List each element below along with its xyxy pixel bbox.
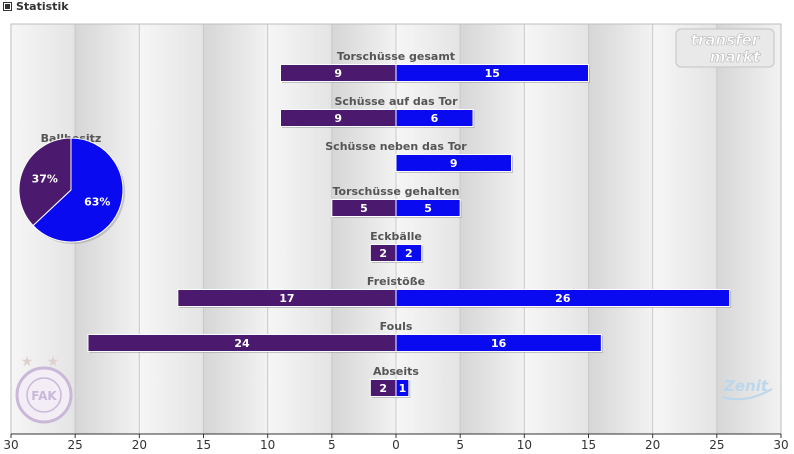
grid-stripe [460,24,525,434]
category-label: Abseits [373,365,419,378]
grid-stripe [716,24,781,434]
x-tick-label: 15 [581,438,596,452]
category-label: Fouls [380,320,413,333]
grid-stripe [524,24,589,434]
away-bar [395,244,423,262]
x-tick-label: 25 [68,438,83,452]
away-bar [395,289,731,307]
x-tick-label: 0 [392,438,400,452]
x-axis: 30 25 20 15 10 5 0 5 10 15 20 25 30 [3,433,789,452]
x-tick-label: 30 [773,438,788,452]
away-value-label: 1 [399,382,407,395]
home-value-label: 9 [334,112,342,125]
home-value-label: 9 [334,67,342,80]
category-label: Torschüsse gehalten [332,185,459,198]
away-value-label: 15 [485,67,500,80]
watermark-line2: markt [710,48,761,66]
section-title: Statistik [16,0,69,13]
possession-pie: Ballbesitz37%63% [18,132,125,244]
home-logo-icon [15,366,73,424]
star-icon: ★ [21,354,34,370]
home-logo-ring [26,377,62,413]
stats-header: Statistik [3,0,69,13]
home-value-label: 2 [379,382,387,395]
home-value-label: 2 [379,247,387,260]
category-label: Eckbälle [370,230,422,243]
x-tick-label: 20 [645,438,660,452]
away-bar [395,154,512,172]
x-tick-label: 10 [517,438,532,452]
x-tick-label: 10 [260,438,275,452]
away-value-label: 16 [491,337,507,350]
category-label: Torschüsse gesamt [337,50,455,63]
watermark-box [675,28,775,68]
grid-stripe [267,24,332,434]
pie-slice-label: 37% [32,173,58,186]
x-tick-label: 15 [196,438,211,452]
x-tick-label: 20 [132,438,147,452]
x-tick-label: 25 [709,438,724,452]
grid-stripe [588,24,653,434]
away-bar [395,199,461,217]
away-bar [395,64,589,82]
watermark-line1: transfer [691,31,761,49]
away-bar [395,334,602,352]
away-bar [395,379,410,397]
home-value-label: 5 [360,202,368,215]
away-value-label: 5 [424,202,432,215]
star-icon: ★ [47,354,60,370]
category-label: Schüsse auf das Tor [334,95,458,108]
category-label: Freistöße [367,275,425,288]
home-value-label: 17 [279,292,294,305]
home-value-label: 24 [234,337,250,350]
grid-stripe [203,24,268,434]
x-tick-label: 5 [456,438,464,452]
x-tick-label: 30 [3,438,18,452]
pie-slice-label: 63% [84,195,110,208]
grid-stripe [331,24,396,434]
away-value-label: 6 [431,112,439,125]
category-label: Schüsse neben das Tor [325,140,467,153]
section-toggle-icon[interactable] [3,1,12,11]
away-value-label: 2 [405,247,413,260]
pie-slice-away [32,137,124,243]
away-logo-icon: Zenit [723,377,769,395]
away-logo-swoosh [721,388,773,401]
grid-stripe [139,24,204,434]
x-tick-label: 5 [328,438,336,452]
away-value-label: 9 [450,157,458,170]
away-value-label: 26 [555,292,571,305]
grid-stripe [652,24,717,434]
pie-slice-home [18,137,72,227]
home-logo-text: FAK [31,389,57,403]
away-bar [395,109,474,127]
grid-stripe [396,24,461,434]
